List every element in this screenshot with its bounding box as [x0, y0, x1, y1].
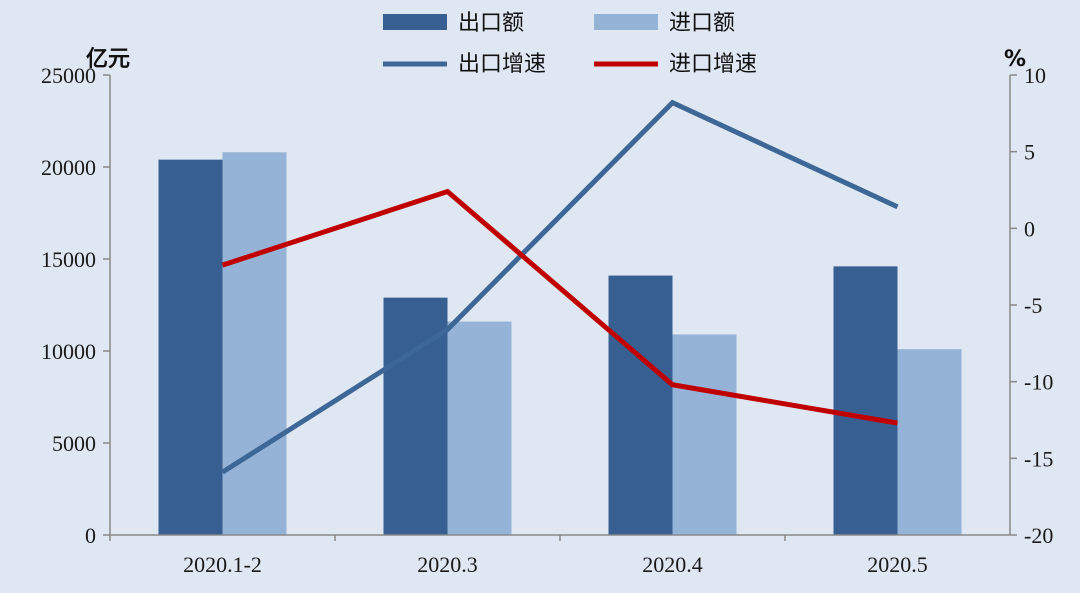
legend-label-export-value: 出口额: [458, 11, 524, 36]
bar-import-value: [897, 349, 962, 535]
left-axis-tick-label: 20000: [41, 155, 96, 180]
x-axis-category-label: 2020.4: [642, 552, 703, 577]
legend-label-import-growth: 进口增速: [669, 52, 757, 77]
right-axis-unit: %: [1004, 47, 1026, 72]
bar-export-value: [608, 275, 673, 535]
legend-label-export-growth: 出口增速: [458, 52, 546, 77]
left-axis-tick-label: 25000: [41, 63, 96, 88]
line-export-growth: [221, 99, 899, 475]
bar-export-value: [833, 266, 898, 535]
x-axis-category-label: 2020.1-2: [183, 552, 262, 577]
bar-export-value: [158, 159, 223, 535]
right-axis-tick-label: -20: [1024, 523, 1053, 548]
legend-label-import-value: 进口额: [669, 11, 735, 36]
right-axis-tick-label: -10: [1024, 370, 1053, 395]
left-axis-unit: 亿元: [86, 47, 130, 72]
right-axis-tick-label: 10: [1024, 63, 1046, 88]
left-axis-tick-label: 10000: [41, 339, 96, 364]
x-axis-category-label: 2020.3: [417, 552, 478, 577]
legend: 出口额 进口额 出口增速 进口增速: [383, 11, 757, 77]
right-axis-tick-label: -5: [1024, 293, 1042, 318]
axes: 0 5000 10000 15000 20000 25000 -20 -15 -10 -5 0 5 10…: [41, 63, 1053, 577]
right-axis-tick-label: 0: [1024, 216, 1035, 241]
right-axis-tick-label: -15: [1024, 446, 1053, 471]
left-axis-tick-label: 5000: [52, 431, 96, 456]
right-axis-tick-label: 5: [1024, 140, 1035, 165]
bar-import-value: [222, 152, 287, 535]
left-axis-tick-label: 15000: [41, 247, 96, 272]
left-axis-tick-label: 0: [85, 523, 96, 548]
plot-area: [158, 99, 962, 535]
bar-import-value: [672, 334, 737, 535]
bar-import-value: [447, 321, 512, 535]
legend-swatch-import-value: [594, 14, 658, 30]
x-axis-category-label: 2020.5: [867, 552, 928, 577]
legend-swatch-export-value: [383, 14, 447, 30]
line-import-growth: [221, 188, 898, 426]
